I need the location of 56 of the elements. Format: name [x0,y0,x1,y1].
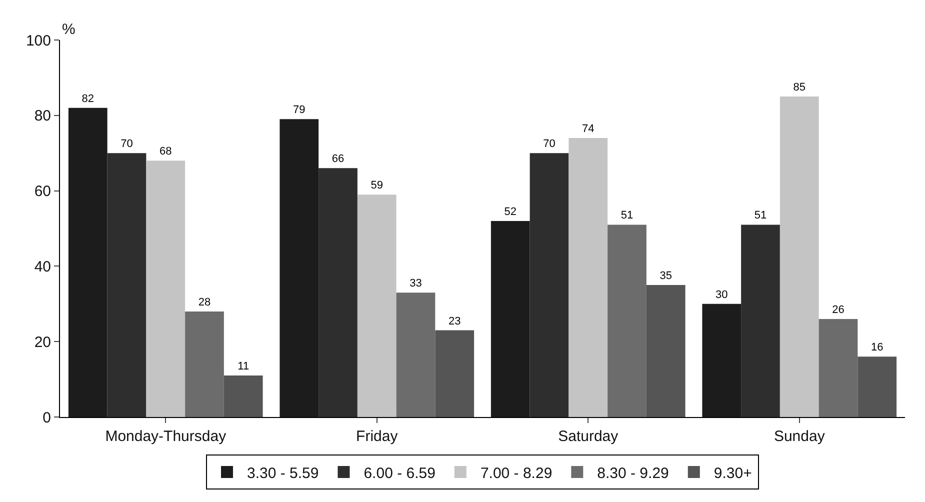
x-tick-label: Saturday [558,428,619,445]
x-tick-label: Friday [356,428,398,445]
y-tick-label: 0 [42,409,51,426]
y-tick-label: 60 [34,183,51,200]
x-tick-label: Monday-Thursday [105,428,227,445]
bar [357,194,396,417]
y-tick-label: 100 [26,32,51,50]
data-label: 51 [754,210,767,222]
bar [185,311,224,417]
bar [702,304,742,417]
y-tick-label: 80 [34,108,51,125]
bar [646,285,686,417]
bar [318,168,358,417]
bar [224,376,263,417]
bar [858,356,897,417]
data-label: 11 [238,360,250,373]
data-label: 70 [543,138,556,150]
data-label: 85 [793,82,806,94]
y-axis-title: % [62,21,76,38]
data-label: 28 [198,296,211,308]
bar [490,220,530,417]
data-label: 26 [832,304,844,316]
bar [68,108,108,417]
data-label: 74 [582,123,594,136]
data-label: 23 [448,315,461,328]
legend-label: 3.30 - 5.59 [247,464,319,482]
bar [780,96,819,417]
bar [435,330,474,417]
legend-label: 8.30 - 9.29 [597,464,669,482]
data-label: 16 [870,342,884,354]
bar [818,318,858,417]
bar [568,138,608,417]
data-label: 51 [620,210,634,222]
data-label: 30 [716,288,728,301]
y-tick-label: 20 [34,334,51,351]
bar [396,292,436,417]
y-tick-label: 40 [34,258,51,276]
bar [530,153,569,417]
data-label: 79 [293,104,306,116]
bar [107,153,146,417]
legend-label: 6.00 - 6.59 [364,464,436,482]
x-tick-label: Sunday [774,428,826,445]
data-label: 33 [410,278,422,290]
bar [146,160,186,417]
data-label: 68 [160,146,172,158]
bar [741,224,780,417]
bar [608,224,646,417]
data-label: 82 [82,92,94,105]
data-label: 52 [504,206,517,218]
data-label: 35 [660,270,672,282]
data-label: 70 [120,138,133,150]
data-label: 66 [332,153,344,166]
legend-label: 9.30+ [714,464,752,482]
legend-label: 7.00 - 8.29 [480,464,552,482]
bar [280,119,319,417]
data-label: 59 [370,180,383,192]
